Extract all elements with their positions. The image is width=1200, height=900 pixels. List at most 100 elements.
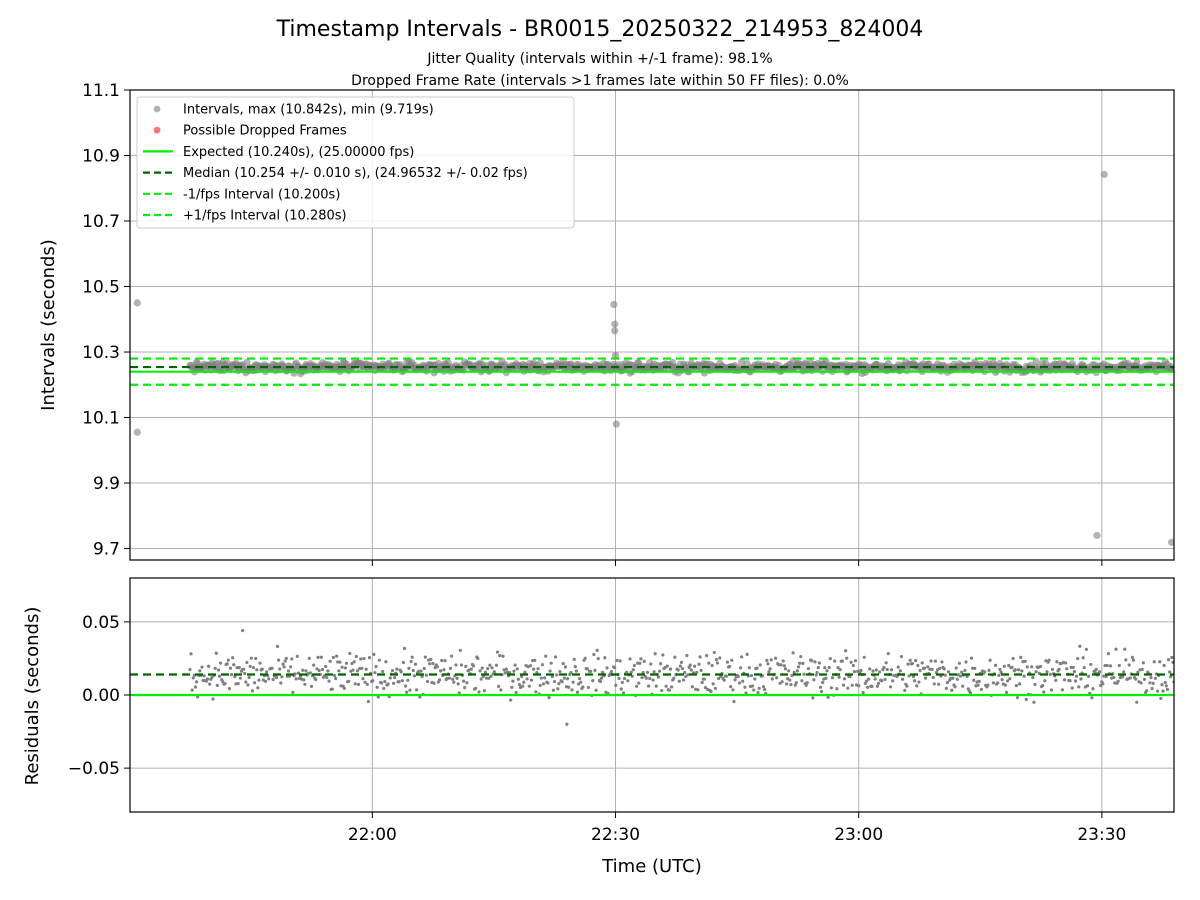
residuals-point <box>543 676 547 680</box>
residuals-point <box>907 674 911 678</box>
residuals-point <box>905 684 909 688</box>
residuals-point <box>573 665 577 669</box>
residuals-point <box>458 648 462 652</box>
residuals-point <box>1159 696 1163 701</box>
residuals-point <box>676 668 680 672</box>
residuals-point <box>851 663 855 668</box>
intervals-outlier-point-10 <box>611 351 620 359</box>
residuals-point <box>353 682 357 686</box>
residuals-point <box>1112 675 1116 680</box>
residuals-point <box>741 679 745 683</box>
residuals-point <box>906 662 910 666</box>
residuals-point <box>373 671 377 675</box>
residuals-point <box>1149 676 1153 680</box>
residuals-point <box>265 670 269 674</box>
residuals-point <box>355 669 360 673</box>
residuals-point <box>515 667 519 671</box>
residuals-point <box>845 656 849 660</box>
residuals-point <box>290 657 294 661</box>
residuals-point <box>999 670 1003 674</box>
residuals-point <box>471 664 476 668</box>
residuals-point <box>279 681 283 685</box>
residuals-point <box>972 678 976 682</box>
residuals-point <box>536 667 540 671</box>
residuals-point <box>1085 684 1090 688</box>
residuals-point <box>700 680 704 685</box>
residuals-point <box>613 666 617 670</box>
residuals-point <box>308 671 312 675</box>
residuals-point <box>991 681 995 685</box>
residuals-point <box>884 661 888 665</box>
residuals-point <box>695 670 699 674</box>
intervals-outlier-point-11 <box>1093 531 1101 540</box>
residuals-point <box>629 670 633 674</box>
residuals-point <box>404 684 408 688</box>
residuals-point <box>293 672 297 676</box>
residuals-point <box>915 684 919 688</box>
residuals-point <box>513 663 517 667</box>
residuals-point <box>585 667 589 671</box>
residuals-point <box>857 684 861 688</box>
residuals-point <box>766 662 770 666</box>
residuals-point <box>320 667 325 672</box>
residuals-point <box>574 669 578 673</box>
residuals-point <box>575 690 580 694</box>
residuals-point <box>621 691 626 695</box>
residuals-point <box>463 686 467 690</box>
residuals-point <box>849 660 853 664</box>
legend-marker-1 <box>153 126 161 134</box>
residuals-point <box>1072 670 1076 674</box>
residuals-point <box>1033 682 1037 687</box>
residuals-point <box>1062 678 1067 682</box>
residuals-point <box>432 681 436 685</box>
residuals-point <box>363 680 367 684</box>
residuals-point <box>411 668 415 673</box>
residuals-point <box>494 663 499 667</box>
residuals-point <box>1064 661 1068 665</box>
residuals-point <box>324 664 328 669</box>
residuals-point <box>686 673 690 677</box>
residuals-point <box>371 679 375 683</box>
residuals-point <box>1006 679 1010 683</box>
residuals-point <box>1054 678 1058 682</box>
residuals-point <box>246 683 250 687</box>
residuals-point <box>642 659 646 663</box>
residuals-point <box>200 665 204 669</box>
residuals-point <box>828 656 832 661</box>
chart-subtitle-jitter: Jitter Quality (intervals within +/-1 fr… <box>426 51 772 67</box>
residuals-point <box>391 681 396 685</box>
residuals-point <box>237 666 241 670</box>
residuals-point <box>702 677 707 681</box>
residuals-point <box>814 673 818 677</box>
residuals-point <box>410 655 414 659</box>
residuals-point <box>407 666 411 670</box>
residuals-point <box>247 675 251 680</box>
residuals-point <box>763 687 767 692</box>
residuals-point <box>770 677 774 681</box>
residuals-point <box>1151 681 1155 685</box>
residuals-point <box>214 651 218 655</box>
residuals-point <box>617 676 621 680</box>
residuals-point <box>1008 677 1012 681</box>
intervals-outlier-point-9 <box>612 420 620 428</box>
residuals-point <box>912 679 917 683</box>
residuals-point <box>609 669 613 674</box>
residuals-point <box>1093 670 1097 675</box>
residuals-point <box>335 654 339 658</box>
residuals-point <box>802 672 806 676</box>
residuals-point <box>541 682 546 686</box>
residuals-point <box>622 676 627 681</box>
residuals-point <box>639 657 643 661</box>
residuals-point <box>512 669 516 673</box>
residuals-point <box>362 656 366 661</box>
residuals-point <box>798 661 802 665</box>
residuals-point <box>452 680 456 684</box>
residuals-point <box>211 697 215 701</box>
residuals-point <box>954 666 958 670</box>
residuals-point <box>871 669 875 673</box>
intervals-y-tick-label-3: 10.3 <box>82 343 120 363</box>
residuals-point <box>1049 688 1054 692</box>
residuals-point <box>813 660 817 664</box>
residuals-point <box>827 665 831 670</box>
residuals-point <box>964 660 968 664</box>
